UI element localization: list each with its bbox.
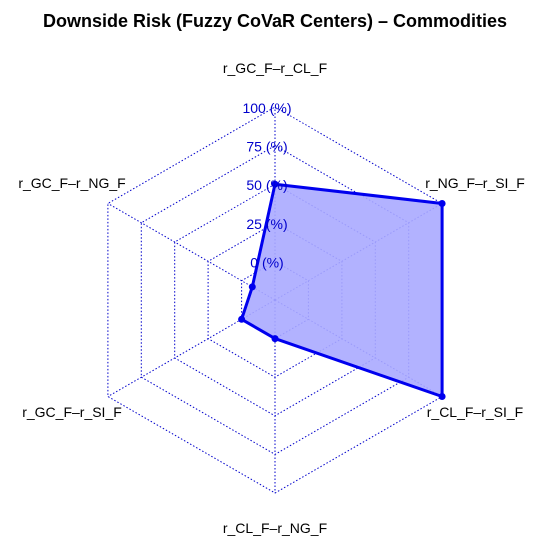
axis-label: r_CL_F–r_SI_F [427,404,523,420]
series-point [438,200,446,207]
grid-spoke [107,203,276,301]
series-point [238,315,246,323]
series-point [248,283,256,291]
axis-label: r_NG_F–r_SI_F [425,175,525,191]
radial-tick-label: 100 (%) [242,100,291,116]
axis-label: r_CL_F–r_NG_F [223,520,327,536]
radial-tick-label: 25 (%) [246,216,287,232]
radar-axis-labels: r_GC_F–r_CL_Fr_NG_F–r_SI_Fr_CL_F–r_SI_Fr… [18,60,524,536]
axis-label: r_GC_F–r_SI_F [22,404,122,420]
radar-series [238,180,446,400]
axis-label: r_GC_F–r_NG_F [18,175,125,191]
radial-tick-label: 50 (%) [246,177,287,193]
radar-tick-labels: 0 (%) 25 (%) 50 (%) 75 (%) 100 (%) [242,100,291,270]
series-point [271,335,279,343]
series-point [271,180,279,188]
chart-title: Downside Risk (Fuzzy CoVaR Centers) – Co… [43,11,507,31]
axis-label: r_GC_F–r_CL_F [223,60,327,76]
radial-tick-label: 0 (%) [250,254,283,270]
radial-tick-label: 75 (%) [246,139,287,155]
series-point [438,393,446,400]
